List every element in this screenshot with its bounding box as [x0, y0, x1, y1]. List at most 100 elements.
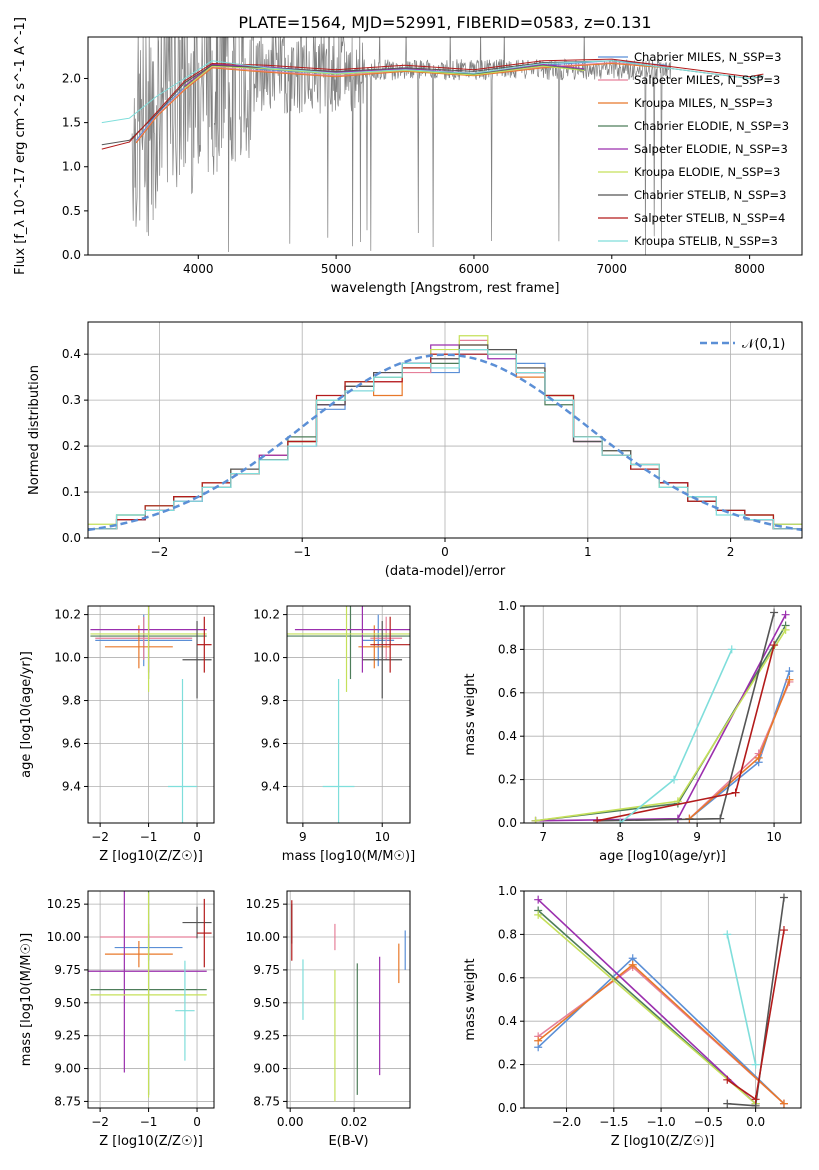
legend-label: 𝒩(0,1)	[742, 337, 785, 352]
y-tick-label: 9.25	[253, 1029, 280, 1043]
axes-frame	[87, 605, 215, 824]
x-tick-label: 10	[375, 830, 390, 844]
axes-frame	[523, 890, 802, 1109]
x-tick-label: 0.00	[277, 1115, 304, 1129]
y-tick-label: 1.5	[62, 116, 81, 130]
series-line-kroupa_elodie	[184, 65, 585, 89]
plot-area	[101, 37, 764, 255]
marker-kroupa_miles	[628, 960, 637, 969]
marker-salpeter_stelib	[731, 788, 740, 797]
legend-label: Chabrier ELODIE, N_SSP=3	[634, 119, 789, 133]
marker-chabrier_stelib	[723, 1099, 732, 1108]
x-axis-label: age [log10(age/yr)]	[599, 849, 726, 864]
legend-label: Kroupa ELODIE, N_SSP=3	[634, 165, 780, 179]
y-tick-label: 9.4	[62, 779, 81, 793]
y-axis-label: age [log10(age/yr)]	[19, 651, 34, 778]
y-tick-label: 0.0	[62, 248, 81, 262]
x-axis-label: E(B-V)	[328, 1134, 368, 1149]
marker-kroupa_stelib	[670, 775, 679, 784]
marker-kroupa_miles	[785, 675, 794, 684]
y-tick-label: 10.2	[54, 608, 81, 622]
marker-salpeter_stelib	[751, 1095, 760, 1104]
y-axis-label: mass weight	[463, 958, 478, 1040]
legend-label: Chabrier STELIB, N_SSP=3	[634, 188, 786, 202]
marker-kroupa_elodie	[531, 816, 540, 823]
marker-salpeter_elodie	[534, 895, 543, 904]
x-axis-label: Z [log10(Z/Z☉)]	[611, 1134, 715, 1149]
marker-kroupa_elodie	[781, 625, 790, 634]
y-tick-label: 0.6	[498, 971, 517, 985]
y-tick-label: 0.2	[498, 1058, 517, 1072]
y-tick-label: 0.4	[498, 729, 517, 743]
x-tick-label: −1	[293, 545, 311, 559]
series-line-salpeter_elodie	[184, 63, 585, 87]
panel-spectrum: 4000 5000 6000 7000 8000 0.0 0.5 1.0 1.5 2.0 wavel…	[13, 17, 803, 296]
plot-area	[90, 606, 212, 823]
y-tick-label: 10.0	[253, 651, 280, 665]
marker-salpeter_elodie	[781, 610, 790, 619]
marker-kroupa_miles	[534, 1036, 543, 1045]
marker-chabrier_stelib	[716, 814, 725, 823]
x-tick-label: 0	[193, 830, 201, 844]
y-tick-label: 8.75	[253, 1094, 280, 1108]
y-tick-label: 0.2	[498, 773, 517, 787]
y-tick-label: 8.75	[54, 1094, 81, 1108]
y-tick-label: 9.00	[253, 1062, 280, 1076]
series-line-salpeter_miles	[135, 62, 667, 143]
y-tick-label: 9.75	[253, 963, 280, 977]
x-tick-label: −1.0	[647, 1115, 676, 1129]
legend-label: Salpeter MILES, N_SSP=3	[634, 73, 780, 87]
x-tick-label: 5000	[321, 262, 352, 276]
plot-area	[287, 606, 410, 823]
x-tick-label: 9	[299, 830, 307, 844]
marker-kroupa_miles	[754, 753, 763, 762]
panel-massweight_vs_z: −2.0 −1.5 −1.0 −0.5 0.0 0.0 0.2 0.4 0.6 0.8 1.0 Z […	[463, 884, 802, 1149]
y-tick-label: 9.75	[54, 963, 81, 977]
y-tick-label: 10.2	[253, 608, 280, 622]
legend-label: Salpeter ELODIE, N_SSP=3	[634, 142, 788, 156]
normal-curve	[88, 353, 802, 532]
y-tick-label: 9.4	[261, 779, 280, 793]
axes-frame	[87, 36, 803, 256]
plot-area	[534, 893, 788, 1108]
series-line-salpeter_stelib	[101, 58, 764, 150]
observed-spectrum	[131, 37, 672, 255]
marker-salpeter_stelib	[593, 816, 602, 823]
y-axis-label: mass [log10(M/M☉)]	[19, 933, 34, 1066]
marker-kroupa_elodie	[534, 910, 543, 919]
x-tick-label: 2	[727, 545, 735, 559]
series-line-kroupa_elodie	[537, 914, 757, 1105]
series-line-chabrier_elodie	[535, 625, 787, 822]
legend-label: Kroupa MILES, N_SSP=3	[634, 96, 773, 110]
panel-residuals: −2 −1 0 1 2 0.0 0.1 0.2 0.3 0.4 (data-model)/error…	[27, 321, 803, 579]
x-tick-label: 8	[616, 830, 624, 844]
x-axis-label: (data-model)/error	[385, 564, 506, 579]
panel-mass_vs_z: −2 −1 0 8.75 9.00 9.25 9.50 9.75 10.00 10.25 Z [lo…	[19, 890, 215, 1149]
x-tick-label: −2	[151, 545, 169, 559]
marker-chabrier_stelib	[770, 608, 779, 617]
y-tick-label: 2.0	[62, 71, 81, 85]
y-tick-label: 0.2	[62, 439, 81, 453]
y-tick-label: 10.0	[54, 651, 81, 665]
legend-label: Salpeter STELIB, N_SSP=4	[634, 211, 785, 225]
y-tick-label: 10.25	[246, 897, 280, 911]
y-tick-label: 0.8	[498, 927, 517, 941]
series-line-salpeter_stelib	[596, 644, 775, 822]
histogram-kroupa_stelib	[88, 348, 802, 530]
series-line-kroupa_elodie	[535, 629, 787, 822]
marker-salpeter_stelib	[770, 641, 779, 650]
y-tick-label: 9.8	[62, 694, 81, 708]
marker-kroupa_miles	[779, 1099, 788, 1108]
x-tick-label: 0.02	[341, 1115, 368, 1129]
y-tick-label: 9.6	[62, 737, 81, 751]
marker-salpeter_stelib	[779, 926, 788, 935]
y-axis-label: mass weight	[463, 673, 478, 755]
plot-area	[531, 608, 794, 823]
x-tick-label: −1	[140, 1115, 158, 1129]
plot-area	[291, 900, 406, 1102]
axes-frame	[286, 605, 411, 824]
axes-frame	[523, 605, 802, 824]
panel-massweight_vs_age: 7 8 9 10 0.0 0.2 0.4 0.6 0.8 1.0 age [log10(age/yr…	[463, 599, 802, 864]
y-tick-label: 9.50	[253, 996, 280, 1010]
